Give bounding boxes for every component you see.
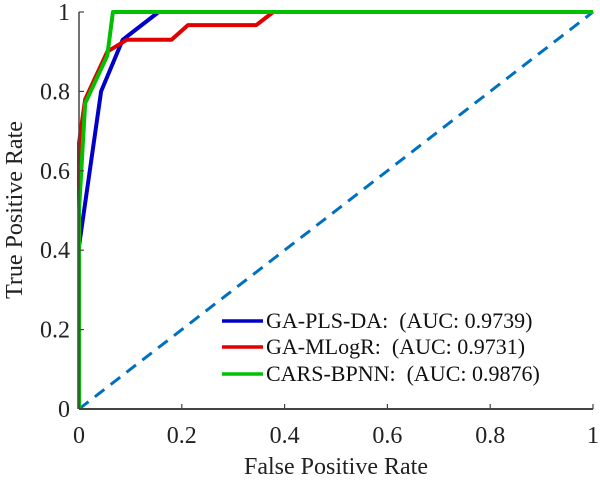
legend: GA-PLS-DA: (AUC: 0.9739)GA-MLogR: (AUC: …	[222, 308, 540, 386]
x-tick-label: 0.4	[270, 423, 300, 449]
legend-item: GA-PLS-DA: (AUC: 0.9739)	[222, 308, 532, 333]
x-tick-label: 0.2	[167, 423, 197, 449]
x-tick-label: 0.8	[475, 423, 505, 449]
x-axis-title: False Positive Rate	[244, 454, 428, 480]
legend-label: GA-PLS-DA: (AUC: 0.9739)	[266, 308, 532, 333]
y-tick-label: 0.4	[40, 238, 70, 264]
legend-label: CARS-BPNN: (AUC: 0.9876)	[266, 361, 540, 386]
x-tick-label: 1	[587, 423, 599, 449]
y-tick-label: 0.8	[40, 79, 70, 105]
reference-line-chance	[78, 10, 594, 411]
y-tick-label: 1	[58, 0, 70, 26]
x-ticks: 0 0.2 0.4 0.6 0.8 1	[73, 404, 599, 449]
y-ticks: 0 0.2 0.4 0.6 0.8 1	[40, 0, 84, 423]
legend-item: CARS-BPNN: (AUC: 0.9876)	[222, 361, 540, 386]
axes	[78, 12, 593, 410]
x-tick-label: 0	[73, 423, 85, 449]
legend-label: GA-MLogR: (AUC: 0.9731)	[266, 334, 525, 359]
x-tick-label: 0.6	[372, 423, 402, 449]
legend-item: GA-MLogR: (AUC: 0.9731)	[222, 334, 525, 359]
y-axis-title: True Positive Rate	[2, 121, 28, 299]
y-tick-label: 0	[58, 397, 70, 423]
y-tick-label: 0.6	[40, 159, 70, 185]
y-tick-label: 0.2	[40, 318, 70, 344]
